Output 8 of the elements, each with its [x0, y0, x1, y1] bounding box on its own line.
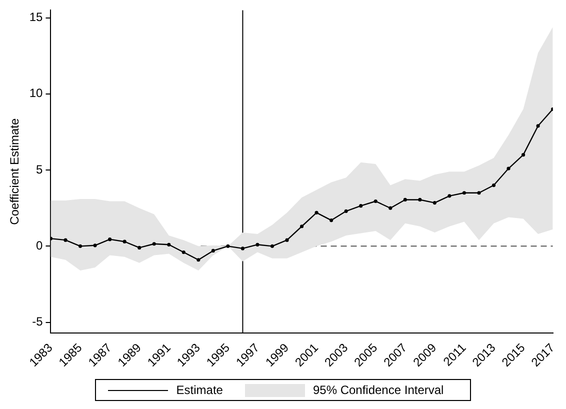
y-tick-label: 5: [36, 162, 44, 176]
y-tick-label: 15: [29, 10, 44, 24]
legend-label: Estimate: [176, 383, 223, 397]
y-tick-label: 0: [36, 238, 44, 252]
text: 95% Confidence Interval: [312, 383, 444, 397]
y-tick-label: -5: [32, 314, 44, 329]
y-tick-label: 10: [29, 86, 44, 100]
y-axis-title: Coefficient Estimate: [8, 118, 22, 225]
